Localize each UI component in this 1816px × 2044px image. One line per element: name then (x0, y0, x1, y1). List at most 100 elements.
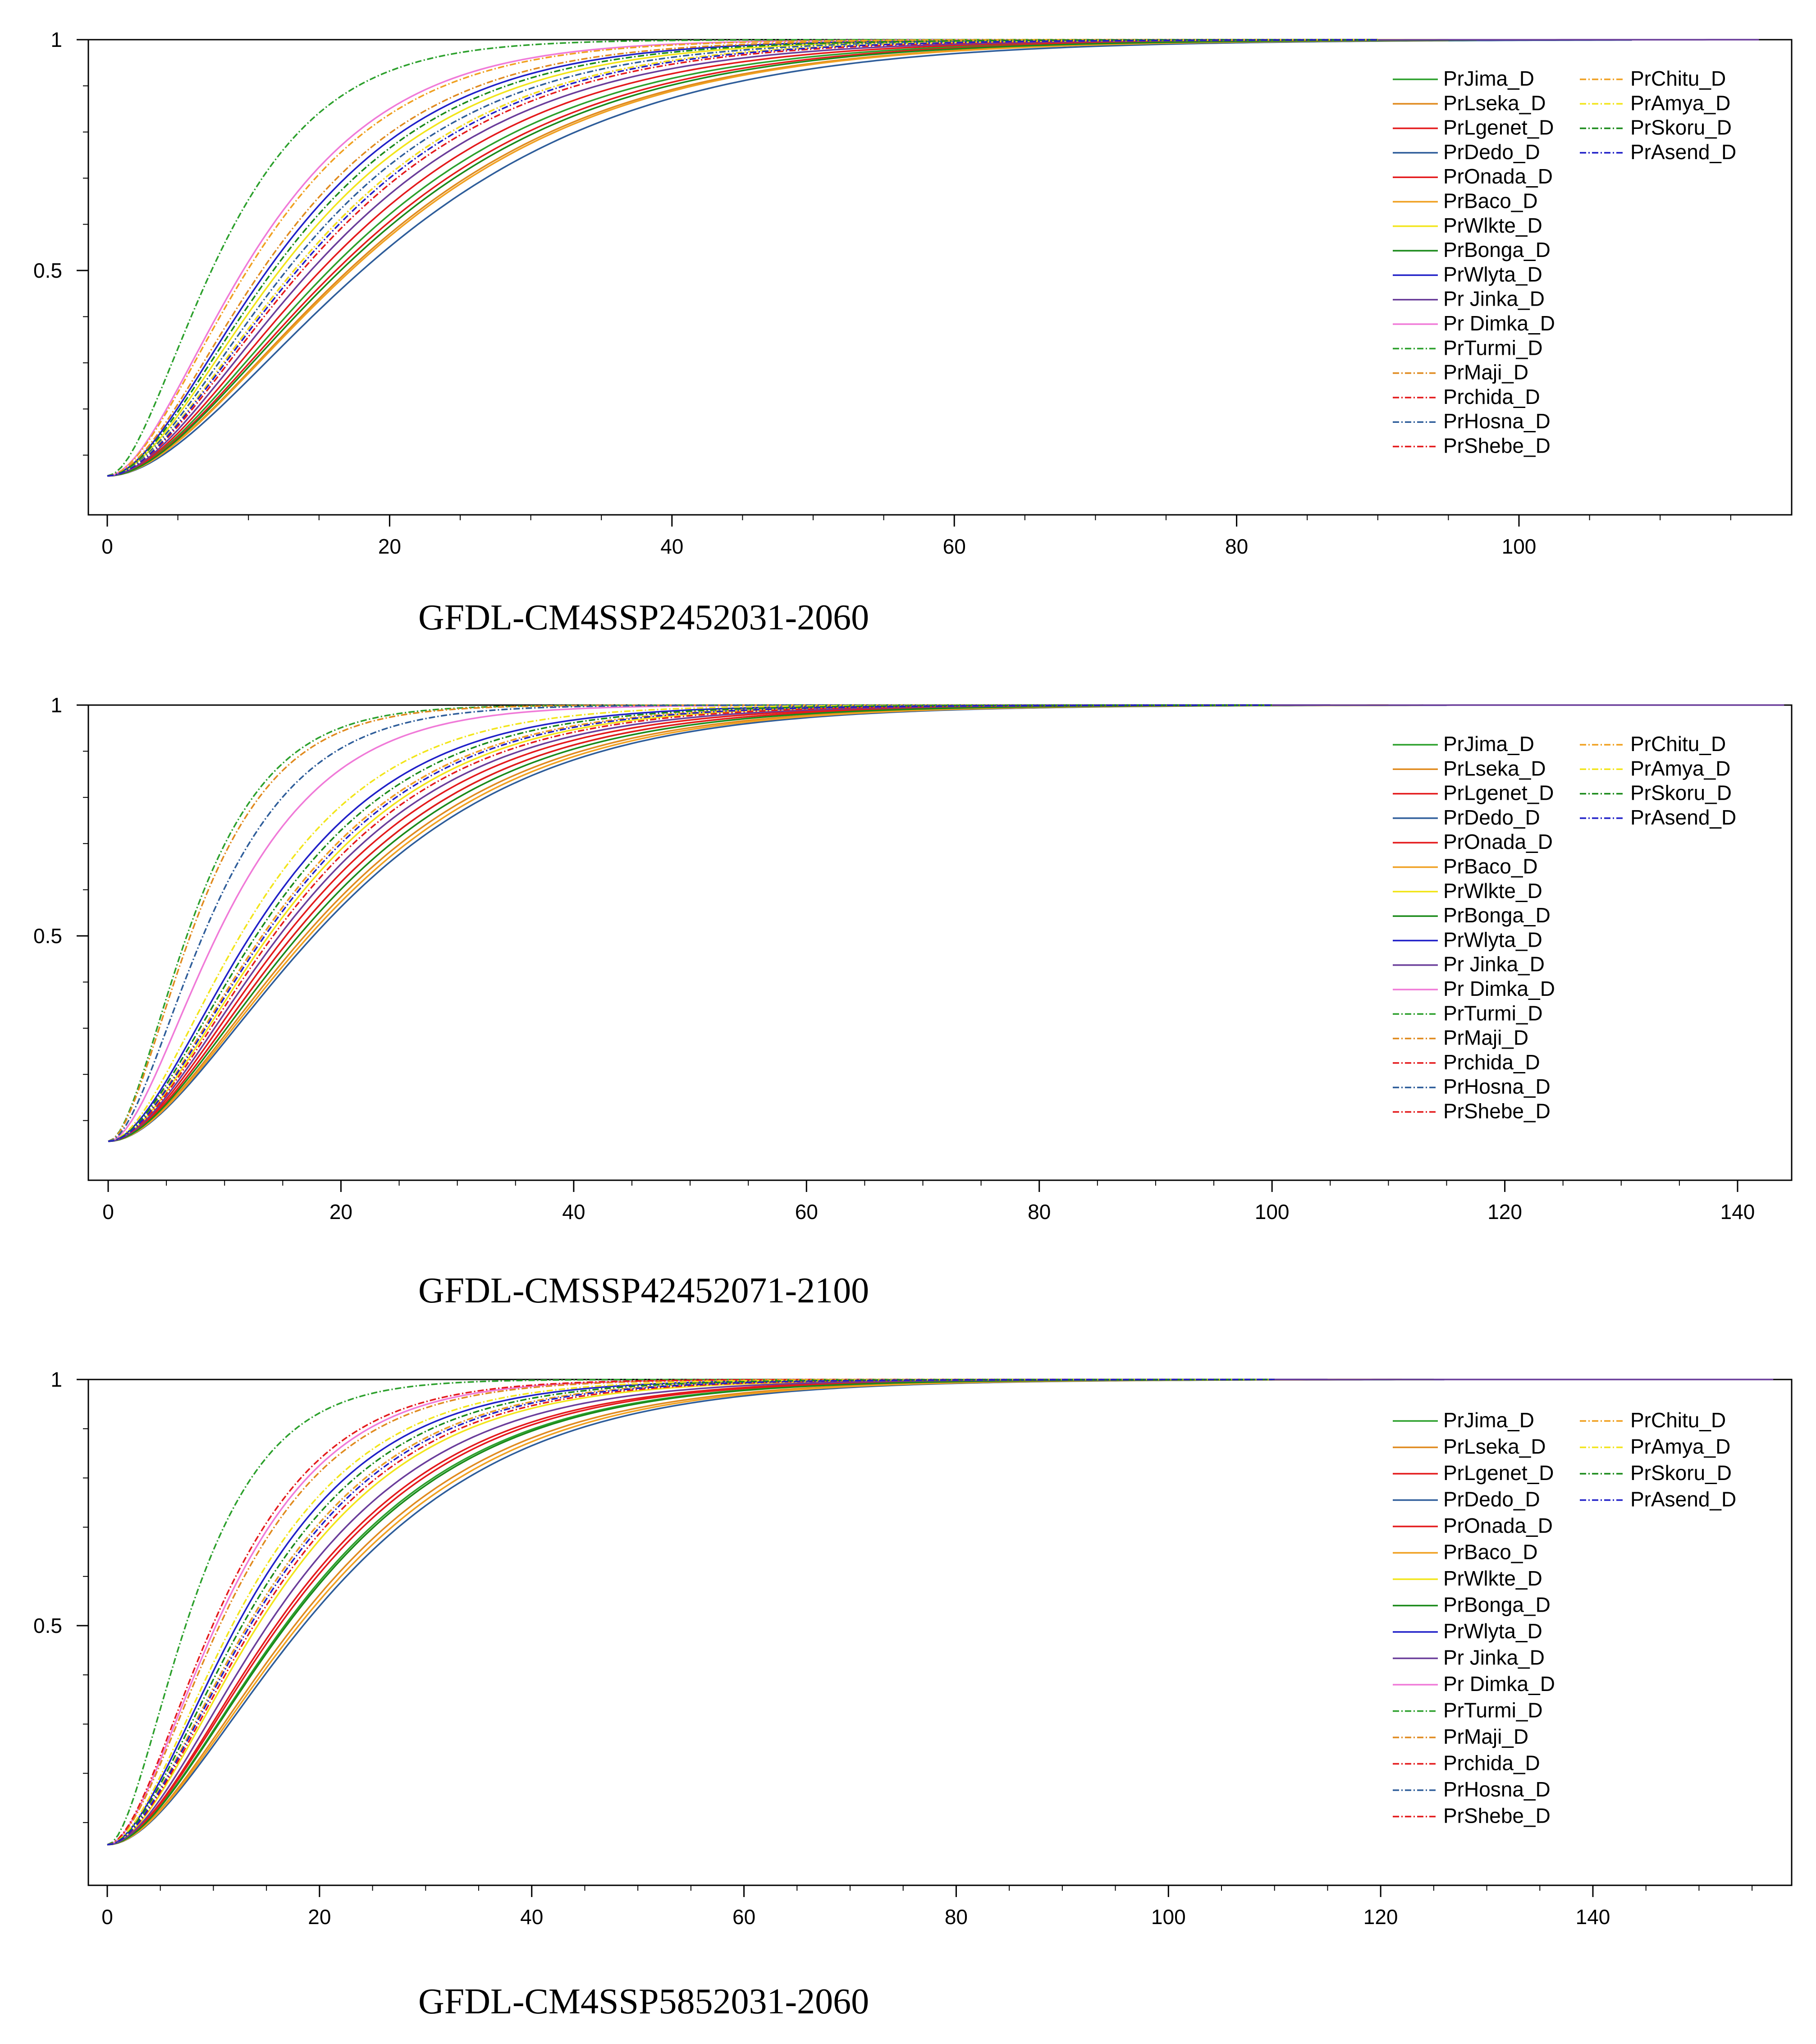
chart-1-legend-label: PrTurmi_D (1443, 336, 1543, 359)
chart-3-series-line-17 (107, 1379, 1275, 1846)
chart-3-series-line-15 (107, 1379, 1275, 1846)
chart-3-legend-label: Prchida_D (1443, 1751, 1540, 1775)
chart-2-x-tick-label: 80 (1028, 1200, 1051, 1224)
chart-1-series-line-20 (107, 39, 1378, 477)
chart-1-legend-label: PrWlkte_D (1443, 214, 1542, 237)
chart-1-legend-label: PrShebe_D (1443, 434, 1551, 458)
chart-3-x-tick-label: 40 (520, 1905, 543, 1929)
chart-1-series-line-9 (107, 39, 1378, 477)
chart-3-series-line-7 (107, 1379, 1402, 1846)
chart-1-series-line-15 (107, 39, 1378, 477)
chart-2-legend-label: PrWlkte_D (1443, 879, 1542, 903)
chart-2-x-tick-label: 140 (1720, 1200, 1755, 1224)
chart-1-legend-label: Prchida_D (1443, 385, 1540, 408)
chart-3-legend-label: PrLgenet_D (1443, 1461, 1554, 1485)
chart-2-legend-label: PrChitu_D (1630, 732, 1726, 756)
chart-2-legend-label: PrHosna_D (1443, 1075, 1551, 1098)
chart-panel-1: 0 20 40 60 80 100 0.5 1 PrJima_D PrLseka_D PrLgene… (0, 0, 1816, 667)
chart-3-series-line-6 (107, 1379, 1434, 1846)
chart-1-x-tick-label: 0 (101, 535, 113, 558)
chart-2-legend-label: Pr Jinka_D (1443, 953, 1545, 976)
chart-1-legend-label: Pr Dimka_D (1443, 312, 1555, 335)
chart-3-series-line-18 (107, 1379, 1275, 1846)
chart-3-series-line-5 (107, 1379, 1402, 1846)
chart-2-legend-label: PrBonga_D (1443, 903, 1551, 927)
chart-3-series-line-16 (107, 1379, 1275, 1846)
chart-1-x-tick-label: 100 (1502, 535, 1537, 558)
chart-2-series-line-5 (108, 704, 1389, 1142)
chart-2-legend-label: PrShebe_D (1443, 1100, 1551, 1123)
chart-3-legend-label: PrChitu_D (1630, 1408, 1726, 1432)
chart-2-legend-label: PrSkoru_D (1630, 781, 1732, 805)
chart-2-legend-label: PrLgenet_D (1443, 781, 1554, 805)
chart-1-series-line-13 (107, 39, 1378, 477)
chart-2-legend-label: PrAsend_D (1630, 806, 1736, 829)
chart-3-legend-label: PrHosna_D (1443, 1778, 1551, 1801)
chart-2-series-line-19 (108, 704, 1272, 1142)
chart-2-legend-label: PrLseka_D (1443, 756, 1546, 780)
chart-1-series-line-11 (107, 39, 1378, 477)
chart-3-series-line-3 (107, 1379, 1402, 1846)
chart-3-series-line-9 (107, 1379, 1328, 1846)
chart-2-legend-label: Pr Dimka_D (1443, 977, 1555, 1000)
chart-panel-2: 0 20 40 60 80 100 120 140 0.5 1 PrJima_D PrLseka_D P… (0, 667, 1816, 1343)
chart-2-legend-label: PrDedo_D (1443, 806, 1540, 829)
chart-1-series-line-4 (107, 39, 1632, 477)
chart-1-legend-label: PrMaji_D (1443, 361, 1528, 384)
chart-2-series-line-2 (108, 704, 1423, 1142)
chart-3-x-tick-label: 20 (308, 1905, 331, 1929)
chart-2-legend-label: PrTurmi_D (1443, 1001, 1543, 1025)
chart-3-series-line-19 (107, 1379, 1275, 1846)
chart-3-legend-label: Pr Dimka_D (1443, 1672, 1555, 1696)
chart-1-svg: 0 20 40 60 80 100 0.5 1 PrJima_DPrLseka_DPrLgene… (33, 28, 1793, 558)
chart-3-legend-label: PrSkoru_D (1630, 1461, 1732, 1485)
chart-3-legend-label: PrOnada_D (1443, 1514, 1553, 1537)
chart-1-series-line-19 (107, 39, 1378, 477)
chart-3-legend-label: PrBaco_D (1443, 1540, 1538, 1564)
chart-3-svg: 0 20 40 60 80 100 120 140 0.5 1 PrJima_D PrLseka_D P… (33, 1368, 1793, 1929)
chart-1-legend-label: PrAsend_D (1630, 140, 1736, 164)
chart-3-legend-label: PrDedo_D (1443, 1488, 1540, 1511)
chart-2-series-group (108, 704, 1784, 1142)
chart-2-series-line-3 (108, 704, 1389, 1142)
chart-1-series-line-17 (107, 39, 1378, 477)
chart-1-legend-label: PrOnada_D (1443, 165, 1553, 188)
chart-3-legend-label: PrAsend_D (1630, 1488, 1736, 1511)
chart-3-series-line-11 (107, 1379, 1275, 1846)
chart-1-x-tick-label: 20 (378, 535, 401, 558)
chart-1-series-line-1 (107, 39, 1477, 477)
chart-2-series-line-8 (108, 704, 1423, 1142)
chart-2-series-line-6 (108, 704, 1423, 1142)
chart-2-x-tick-label: 0 (102, 1200, 114, 1224)
chart-1-series-line-14 (107, 39, 1378, 477)
chart-1-series-line-8 (107, 39, 1477, 477)
chart-2-x-tick-label: 20 (329, 1200, 352, 1224)
chart-1-y-tick-label: 1 (50, 28, 62, 51)
chart-1-legend-label: PrAmya_D (1630, 91, 1730, 115)
chart-2-x-tick-label: 120 (1487, 1200, 1522, 1224)
chart-3-legend-label: PrJima_D (1443, 1408, 1534, 1432)
chart-1-legend-label: Pr Jinka_D (1443, 287, 1545, 311)
chart-1-legend-label: PrSkoru_D (1630, 116, 1732, 139)
chart-3-legend-label: PrMaji_D (1443, 1725, 1528, 1748)
chart-1-series-line-3 (107, 39, 1406, 477)
chart-3-legend-label: PrWlyta_D (1443, 1619, 1542, 1643)
chart-3-x-tick-label: 140 (1576, 1905, 1610, 1929)
chart-2-y-tick-label: 0.5 (33, 924, 62, 948)
chart-1-legend-label: PrChitu_D (1630, 67, 1726, 90)
chart-3-series-line-2 (107, 1379, 1434, 1846)
chart-2-legend-label: PrAmya_D (1630, 756, 1730, 780)
chart-2-x-tick-label: 100 (1255, 1200, 1290, 1224)
chart-1-legend-label: PrJima_D (1443, 67, 1534, 90)
chart-3-legend-label: PrWlkte_D (1443, 1567, 1542, 1590)
chart-1-x-tick-label: 60 (943, 535, 966, 558)
chart-1-legend-label: PrWlyta_D (1443, 262, 1542, 286)
chart-1-series-line-18 (107, 39, 1378, 477)
chart-3-series-line-8 (107, 1379, 1434, 1846)
chart-2-series-line-7 (108, 704, 1389, 1142)
chart-3-x-tick-label: 100 (1151, 1905, 1186, 1929)
chart-3-series-line-20 (107, 1379, 1275, 1846)
chart-3-legend-label: PrShebe_D (1443, 1804, 1551, 1828)
chart-2-series-line-9 (108, 704, 1331, 1142)
chart-2-x-tick-label: 40 (562, 1200, 585, 1224)
